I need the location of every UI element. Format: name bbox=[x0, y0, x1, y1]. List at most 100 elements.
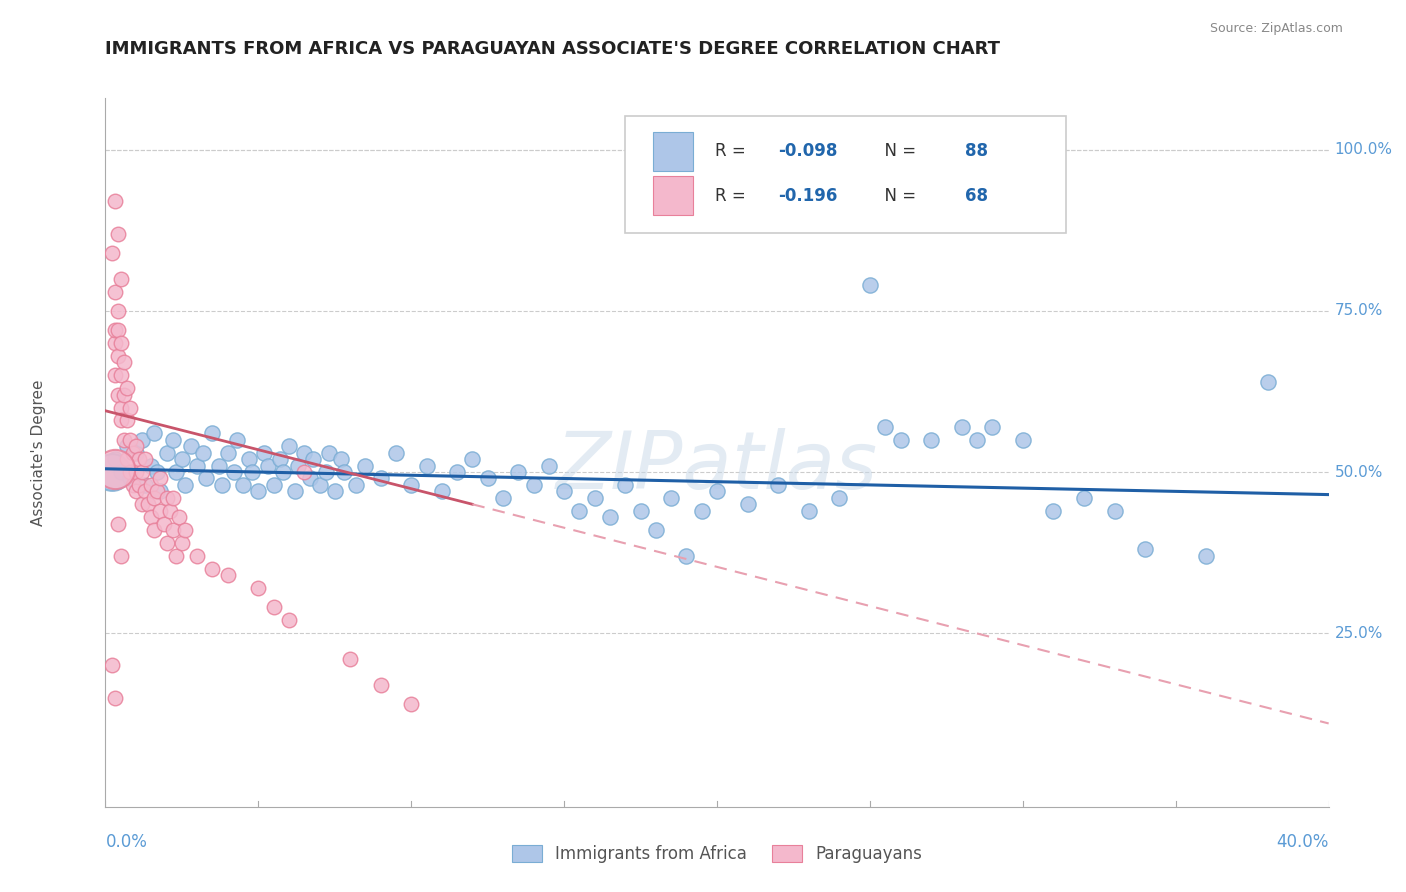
Point bbox=[292, 465, 315, 479]
Point bbox=[553, 484, 575, 499]
Point bbox=[1011, 433, 1033, 447]
Point bbox=[690, 504, 713, 518]
Point bbox=[104, 194, 127, 209]
Text: R =: R = bbox=[714, 187, 751, 205]
Point bbox=[1133, 542, 1156, 557]
Point bbox=[308, 478, 330, 492]
Point bbox=[162, 491, 184, 505]
Point bbox=[247, 581, 270, 595]
Text: 0.0%: 0.0% bbox=[105, 833, 148, 851]
Point bbox=[614, 478, 637, 492]
Point bbox=[110, 336, 132, 351]
Point bbox=[104, 462, 127, 476]
Point bbox=[232, 478, 254, 492]
Point bbox=[644, 523, 666, 537]
Point bbox=[461, 452, 484, 467]
Point bbox=[211, 478, 233, 492]
Text: ZIPatlas: ZIPatlas bbox=[555, 428, 879, 506]
Point bbox=[146, 484, 169, 499]
Point bbox=[302, 452, 325, 467]
Point bbox=[277, 439, 299, 453]
Text: 75.0%: 75.0% bbox=[1334, 303, 1384, 318]
Point bbox=[110, 401, 132, 415]
Text: -0.196: -0.196 bbox=[779, 187, 838, 205]
Text: Associate's Degree: Associate's Degree bbox=[31, 379, 45, 526]
Point bbox=[141, 510, 163, 524]
Point bbox=[100, 658, 122, 673]
Text: 68: 68 bbox=[966, 187, 988, 205]
Point bbox=[385, 446, 408, 460]
Point bbox=[180, 439, 202, 453]
Point bbox=[112, 433, 135, 447]
Point bbox=[107, 323, 129, 337]
Point bbox=[118, 465, 141, 479]
Text: -0.098: -0.098 bbox=[779, 143, 838, 161]
Point bbox=[217, 446, 239, 460]
Point bbox=[107, 227, 129, 241]
Point bbox=[149, 504, 172, 518]
Point bbox=[292, 446, 315, 460]
Point bbox=[125, 446, 148, 460]
Point bbox=[399, 478, 422, 492]
Point bbox=[104, 368, 127, 383]
Point bbox=[238, 452, 260, 467]
Point bbox=[299, 471, 322, 485]
Point bbox=[141, 478, 163, 492]
Point bbox=[110, 413, 132, 427]
Point bbox=[226, 433, 249, 447]
Point bbox=[110, 271, 132, 285]
Point bbox=[284, 484, 307, 499]
Point bbox=[354, 458, 377, 473]
Point bbox=[104, 285, 127, 299]
Point bbox=[277, 613, 299, 627]
Point bbox=[134, 484, 156, 499]
Point bbox=[201, 562, 224, 576]
Point bbox=[104, 690, 127, 705]
Point bbox=[399, 697, 422, 711]
Point bbox=[112, 355, 135, 369]
Point bbox=[966, 433, 988, 447]
Point bbox=[134, 478, 156, 492]
Point bbox=[170, 452, 193, 467]
Point bbox=[318, 446, 340, 460]
Point bbox=[118, 433, 141, 447]
Legend: Immigrants from Africa, Paraguayans: Immigrants from Africa, Paraguayans bbox=[505, 838, 929, 870]
Point bbox=[112, 387, 135, 401]
FancyBboxPatch shape bbox=[654, 132, 693, 170]
Point bbox=[875, 420, 897, 434]
Point bbox=[100, 245, 122, 260]
Point bbox=[167, 510, 190, 524]
Point bbox=[370, 678, 392, 692]
Point bbox=[920, 433, 942, 447]
Point bbox=[263, 478, 285, 492]
Point bbox=[222, 465, 245, 479]
Point bbox=[104, 452, 127, 467]
Point bbox=[344, 478, 367, 492]
Point bbox=[256, 458, 278, 473]
Point bbox=[193, 446, 215, 460]
Point bbox=[122, 446, 145, 460]
Point bbox=[1042, 504, 1064, 518]
Point bbox=[186, 549, 208, 563]
Point bbox=[149, 471, 172, 485]
Point bbox=[115, 413, 138, 427]
Text: N =: N = bbox=[873, 143, 921, 161]
Point bbox=[128, 478, 150, 492]
Point bbox=[950, 420, 973, 434]
Point bbox=[828, 491, 851, 505]
Point bbox=[446, 465, 468, 479]
Point bbox=[599, 510, 621, 524]
Point bbox=[128, 452, 150, 467]
Point bbox=[115, 381, 138, 395]
Point bbox=[323, 484, 346, 499]
Text: 100.0%: 100.0% bbox=[1334, 142, 1393, 157]
Point bbox=[131, 465, 153, 479]
Point bbox=[1104, 504, 1126, 518]
Text: 88: 88 bbox=[966, 143, 988, 161]
Point bbox=[269, 452, 291, 467]
Point bbox=[706, 484, 728, 499]
Point bbox=[329, 452, 352, 467]
Text: N =: N = bbox=[873, 187, 921, 205]
Point bbox=[155, 491, 177, 505]
Point bbox=[125, 439, 148, 453]
